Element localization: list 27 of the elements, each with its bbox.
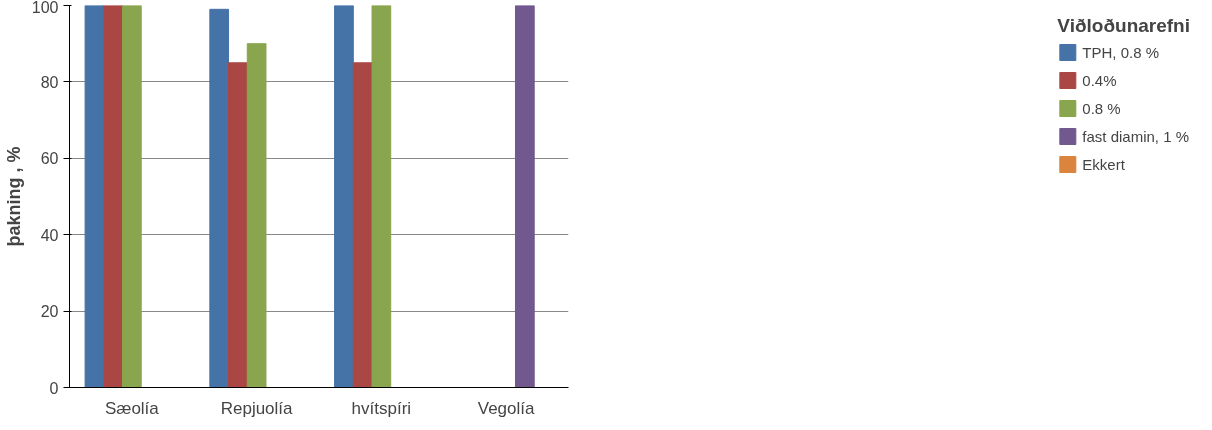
bar [371, 5, 392, 388]
y-tick-label: 40 [40, 226, 59, 244]
bar [84, 5, 105, 388]
legend-title: Viðloðunarefni [1057, 15, 1190, 37]
bar [334, 5, 354, 388]
x-tick-label: hvítspíri [351, 398, 412, 418]
y-tick-label: 80 [40, 73, 59, 91]
bar [209, 8, 230, 388]
y-tick-label: 60 [40, 150, 59, 168]
bar [514, 5, 535, 388]
bar [352, 62, 373, 388]
legend-label: 0.8 % [1082, 99, 1121, 117]
legend-label: TPH, 0.8 % [1082, 43, 1160, 61]
legend-label: fast diamin, 1 % [1082, 127, 1190, 145]
y-tick-label: 20 [40, 303, 59, 321]
bar [103, 5, 124, 388]
legend-label: 0.4% [1082, 71, 1117, 89]
x-tick-label: Sæolía [104, 398, 160, 418]
y-axis-title: þakning , % [3, 146, 24, 247]
bar [246, 43, 267, 388]
x-tick-label: Vegolía [477, 398, 536, 418]
bar [228, 62, 248, 388]
y-tick-label: 0 [49, 379, 59, 397]
legend-label: Ekkert [1082, 155, 1125, 173]
y-tick-label: 100 [31, 0, 59, 16]
bar [122, 5, 142, 388]
x-tick-label: Repjuolía [220, 398, 294, 418]
